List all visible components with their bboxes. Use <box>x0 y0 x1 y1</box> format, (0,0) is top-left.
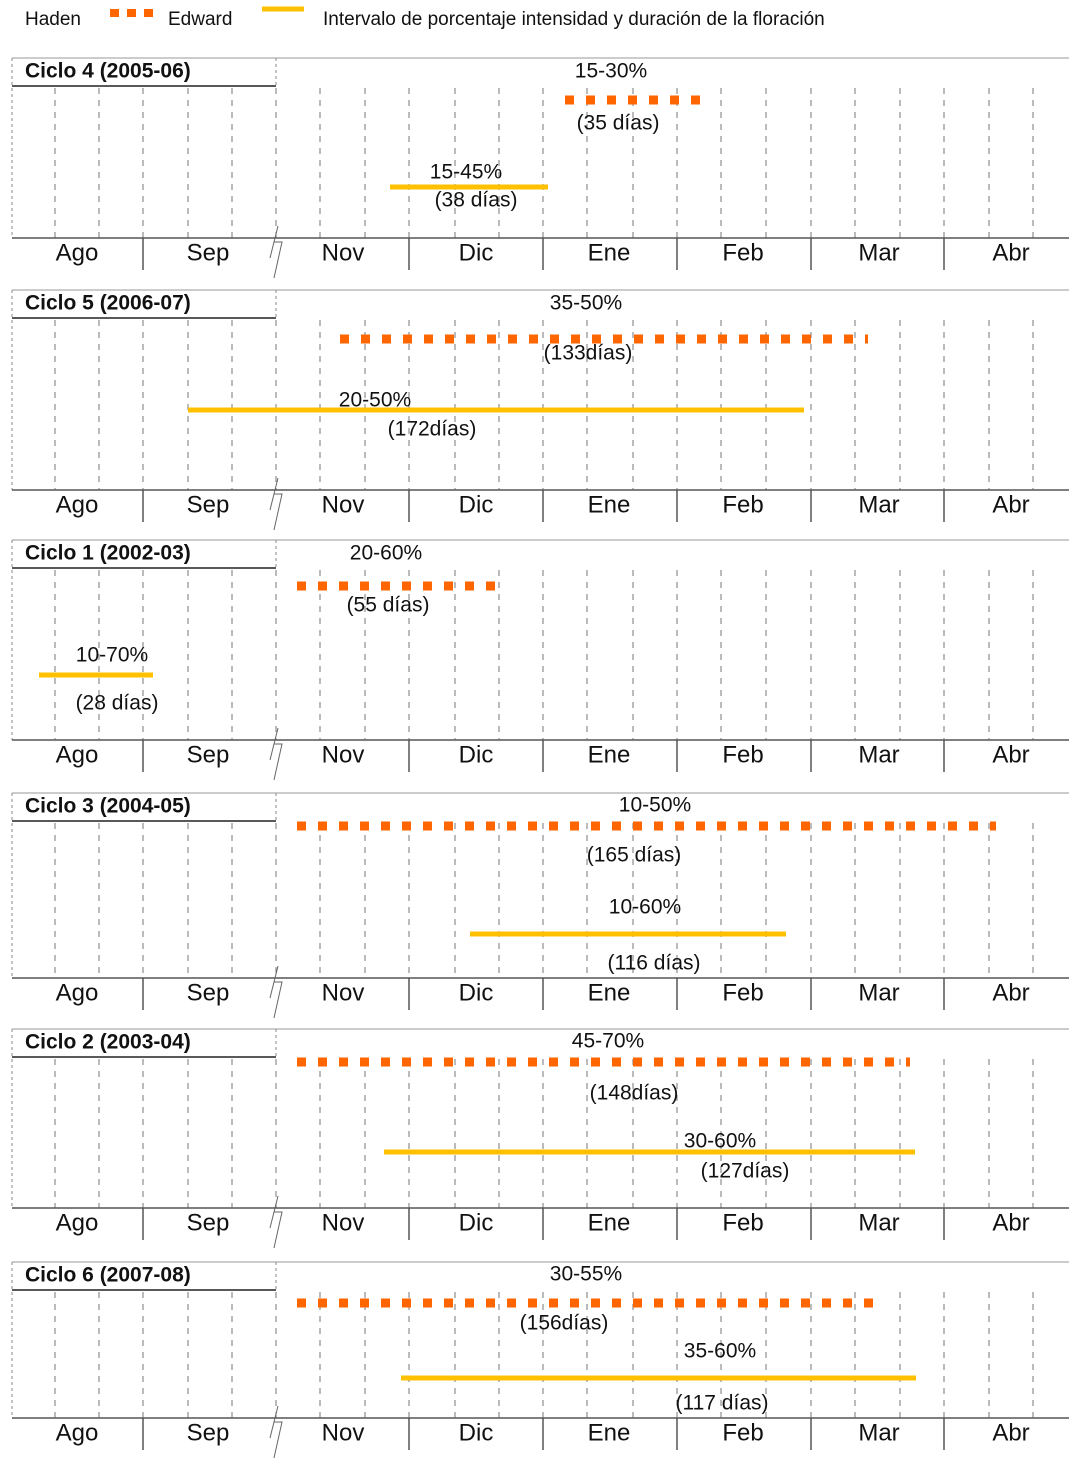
month-label: Ene <box>588 1419 631 1446</box>
month-label: Ene <box>588 239 631 266</box>
month-label: Mar <box>858 1419 899 1446</box>
edward-range: 20-50% <box>339 389 411 412</box>
legend-description: Intervalo de porcentaje intensidad y dur… <box>323 9 825 30</box>
month-label: Abr <box>992 741 1029 768</box>
month-label: Mar <box>858 239 899 266</box>
month-label: Sep <box>187 979 230 1006</box>
month-label: Dic <box>459 491 494 518</box>
month-label: Dic <box>459 1419 494 1446</box>
panel-title: Ciclo 5 (2006-07) <box>25 292 191 315</box>
axis-break <box>269 1405 283 1459</box>
haden-range: 30-55% <box>550 1263 622 1286</box>
haden-range: 10-50% <box>619 794 691 817</box>
month-label: Ago <box>56 979 99 1006</box>
month-label: Ene <box>588 741 631 768</box>
month-label: Abr <box>992 239 1029 266</box>
month-label: Mar <box>858 979 899 1006</box>
month-label: Feb <box>722 1209 763 1236</box>
month-label: Dic <box>459 979 494 1006</box>
month-label: Dic <box>459 1209 494 1236</box>
month-label: Abr <box>992 1419 1029 1446</box>
edward-days: (127días) <box>701 1160 790 1183</box>
month-label: Feb <box>722 239 763 266</box>
month-label: Nov <box>322 1209 365 1236</box>
panel-title: Ciclo 4 (2005-06) <box>25 60 191 83</box>
month-label: Nov <box>322 741 365 768</box>
legend-haden: Haden <box>25 9 81 30</box>
month-label: Sep <box>187 1209 230 1236</box>
month-label: Abr <box>992 491 1029 518</box>
month-label: Feb <box>722 491 763 518</box>
month-label: Abr <box>992 1209 1029 1236</box>
month-label: Ago <box>56 1419 99 1446</box>
month-label: Ago <box>56 491 99 518</box>
month-label: Feb <box>722 741 763 768</box>
edward-range: 30-60% <box>684 1130 756 1153</box>
edward-range: 10-60% <box>609 896 681 919</box>
haden-range: 45-70% <box>572 1030 644 1053</box>
month-label: Sep <box>187 239 230 266</box>
edward-days: (117 días) <box>676 1392 769 1415</box>
month-label: Sep <box>187 741 230 768</box>
haden-days: (133días) <box>544 342 633 365</box>
month-label: Ago <box>56 1209 99 1236</box>
haden-days: (156días) <box>520 1312 609 1335</box>
month-label: Ene <box>588 979 631 1006</box>
axis-break <box>269 965 283 1019</box>
month-label: Abr <box>992 979 1029 1006</box>
haden-days: (55 días) <box>347 594 430 617</box>
month-label: Nov <box>322 1419 365 1446</box>
month-label: Ago <box>56 239 99 266</box>
haden-days: (148días) <box>590 1082 679 1105</box>
haden-days: (35 días) <box>577 112 660 135</box>
month-label: Nov <box>322 979 365 1006</box>
axis-break <box>269 727 283 781</box>
month-label: Mar <box>858 1209 899 1236</box>
edward-range: 10-70% <box>76 644 148 667</box>
month-label: Nov <box>322 491 365 518</box>
panel-title: Ciclo 3 (2004-05) <box>25 795 191 818</box>
month-label: Mar <box>858 741 899 768</box>
month-label: Ene <box>588 1209 631 1236</box>
haden-range: 15-30% <box>575 60 647 83</box>
haden-days: (165 días) <box>587 844 682 867</box>
month-label: Sep <box>187 1419 230 1446</box>
axis-break <box>269 225 283 279</box>
edward-range: 35-60% <box>684 1340 756 1363</box>
month-label: Ago <box>56 741 99 768</box>
month-label: Mar <box>858 491 899 518</box>
edward-days: (38 días) <box>435 189 518 212</box>
panel-title: Ciclo 1 (2002-03) <box>25 542 191 565</box>
edward-days: (28 días) <box>76 692 159 715</box>
edward-days: (116 días) <box>608 952 701 975</box>
month-label: Feb <box>722 1419 763 1446</box>
axis-break <box>269 477 283 531</box>
haden-range: 35-50% <box>550 292 622 315</box>
haden-range: 20-60% <box>350 542 422 565</box>
month-label: Ene <box>588 491 631 518</box>
axis-break <box>269 1195 283 1249</box>
month-label: Nov <box>322 239 365 266</box>
panel-title: Ciclo 2 (2003-04) <box>25 1031 191 1054</box>
panel-title: Ciclo 6 (2007-08) <box>25 1264 191 1287</box>
month-label: Sep <box>187 491 230 518</box>
edward-days: (172días) <box>388 418 477 441</box>
edward-range: 15-45% <box>430 161 502 184</box>
month-label: Dic <box>459 741 494 768</box>
month-label: Feb <box>722 979 763 1006</box>
month-label: Dic <box>459 239 494 266</box>
legend-edward: Edward <box>168 9 232 30</box>
